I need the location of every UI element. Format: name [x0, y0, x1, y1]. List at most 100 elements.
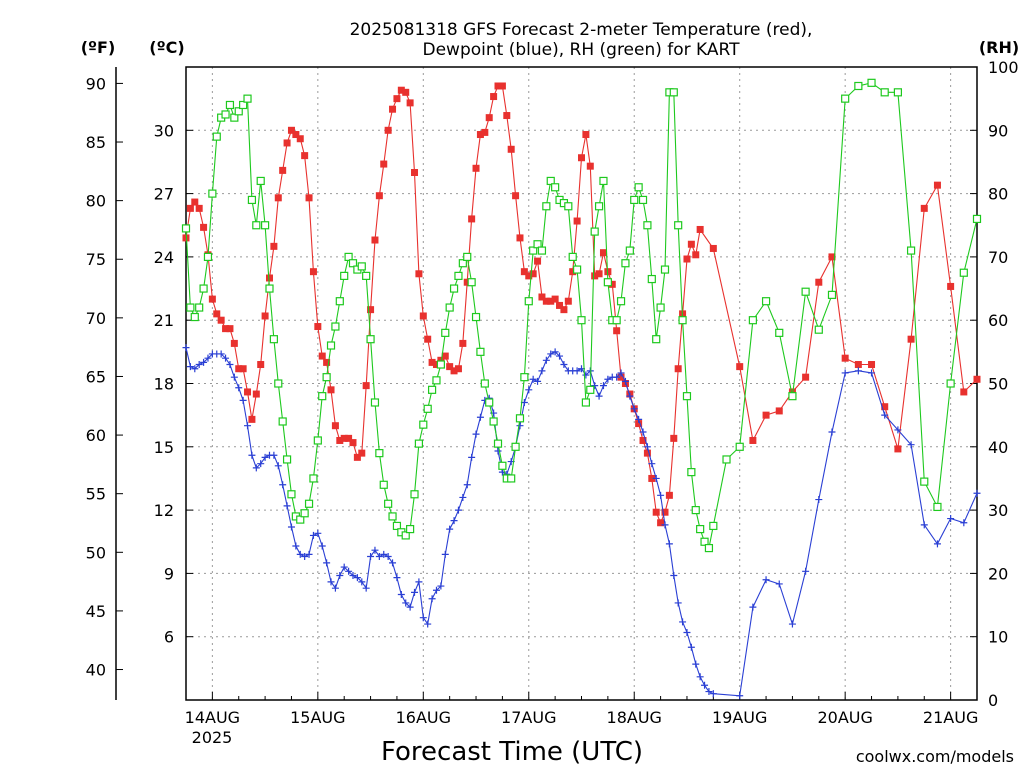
temperature-point: [367, 306, 375, 314]
dewpoint-point: [327, 578, 335, 586]
fahrenheit-tick-label: 90: [86, 74, 106, 93]
temperature-point: [345, 434, 353, 442]
temperature-point: [371, 236, 379, 244]
rh-point: [643, 221, 652, 230]
rh-point: [274, 379, 283, 388]
temperature-point: [222, 325, 230, 333]
dewpoint-point: [639, 428, 647, 436]
rh-point: [603, 278, 612, 287]
rh-point: [436, 360, 445, 369]
x-tick-label: 18AUG: [607, 708, 662, 727]
rh-point: [625, 246, 634, 255]
rh-point: [590, 227, 599, 236]
rh-point: [524, 297, 533, 306]
rh-tick-label: 90: [988, 121, 1008, 140]
rh-point: [854, 81, 863, 91]
dewpoint-point: [626, 392, 634, 400]
dewpoint-point: [573, 367, 581, 375]
dewpoint-point: [621, 377, 629, 385]
dewpoint-point: [534, 377, 542, 385]
rh-point: [630, 195, 639, 205]
temperature-point: [305, 194, 313, 202]
rh-point: [696, 524, 705, 534]
rh-point: [542, 202, 551, 211]
dewpoint-point: [494, 447, 502, 455]
celsius-tick-label: 24: [154, 248, 174, 267]
rh-point: [704, 543, 714, 553]
dewpoint-point: [222, 354, 230, 362]
rh-point: [880, 88, 889, 97]
temperature-point: [362, 382, 370, 390]
fahrenheit-tick-label: 40: [86, 661, 106, 680]
rh-point: [867, 78, 876, 87]
temperature-point: [595, 270, 603, 278]
dewpoint-point: [454, 506, 462, 514]
temperature-point: [670, 434, 678, 442]
celsius-tick-label: 30: [154, 121, 174, 140]
temperature-point: [415, 270, 423, 278]
temperature-point: [608, 280, 616, 288]
rh-tick-label: 10: [988, 628, 1008, 647]
rh-point: [691, 506, 700, 515]
rh-point: [454, 271, 463, 280]
rh-point: [551, 183, 560, 192]
temperature-point: [907, 335, 915, 343]
rh-point: [674, 221, 683, 230]
dewpoint-point: [560, 361, 568, 369]
dewpoint-point: [648, 460, 656, 468]
rh-point: [322, 373, 331, 382]
temperature-point: [657, 519, 665, 527]
rh-tick-label: 20: [988, 564, 1008, 583]
rh-tick-label: 100: [988, 58, 1019, 77]
x-tick-label: 17AUG: [501, 708, 556, 727]
rh-point: [660, 265, 670, 274]
temperature-point: [503, 112, 511, 120]
dewpoint-point: [920, 521, 928, 529]
temperature-point: [485, 114, 493, 122]
temperature-point: [802, 373, 810, 381]
rh-point: [537, 246, 547, 255]
temperature-point: [217, 316, 225, 324]
dewpoint-point: [468, 453, 476, 461]
temperature-point: [643, 449, 651, 457]
temperature-point: [336, 436, 344, 444]
fahrenheit-tick-label: 70: [86, 309, 106, 328]
celsius-tick-label: 9: [164, 564, 174, 583]
temperature-point: [353, 453, 361, 461]
dewpoint-point: [200, 358, 208, 366]
temperature-point: [762, 411, 770, 419]
fahrenheit-tick-label: 80: [86, 192, 106, 211]
temperature-point: [380, 160, 388, 168]
celsius-tick-label: 21: [154, 311, 174, 330]
dewpoint-point: [217, 350, 225, 358]
dewpoint-point: [841, 369, 849, 377]
temperature-point: [512, 192, 520, 200]
rh-tick-label: 80: [988, 185, 1008, 204]
rh-point: [656, 303, 665, 312]
rh-point: [432, 376, 441, 385]
dewpoint-point: [613, 373, 621, 381]
temperature-point: [257, 361, 265, 369]
dewpoint-point: [960, 519, 968, 527]
dewpoint-point: [582, 371, 590, 379]
rh-point: [581, 398, 590, 407]
temperature-point: [349, 439, 357, 447]
temperature-point: [270, 242, 278, 250]
dewpoint-point: [371, 546, 379, 554]
dewpoint-point: [432, 586, 440, 594]
rh-point: [384, 499, 393, 508]
rh-point: [458, 259, 467, 268]
text-labels: 2025081318 GFS Forecast 2-meter Temperat…: [81, 20, 1019, 767]
temperature-point: [894, 445, 902, 453]
dewpoint-point: [230, 373, 238, 381]
rh-point: [401, 531, 410, 540]
rh-point: [485, 398, 494, 407]
dewpoint-point: [762, 576, 770, 584]
dewpoint-point: [235, 384, 243, 392]
temperature-point: [687, 240, 695, 248]
temperature-point: [481, 128, 489, 136]
temperature-point: [551, 295, 559, 303]
dewpoint-point: [367, 553, 375, 561]
temperature-point: [709, 244, 717, 252]
dewpoint-point: [868, 369, 876, 377]
